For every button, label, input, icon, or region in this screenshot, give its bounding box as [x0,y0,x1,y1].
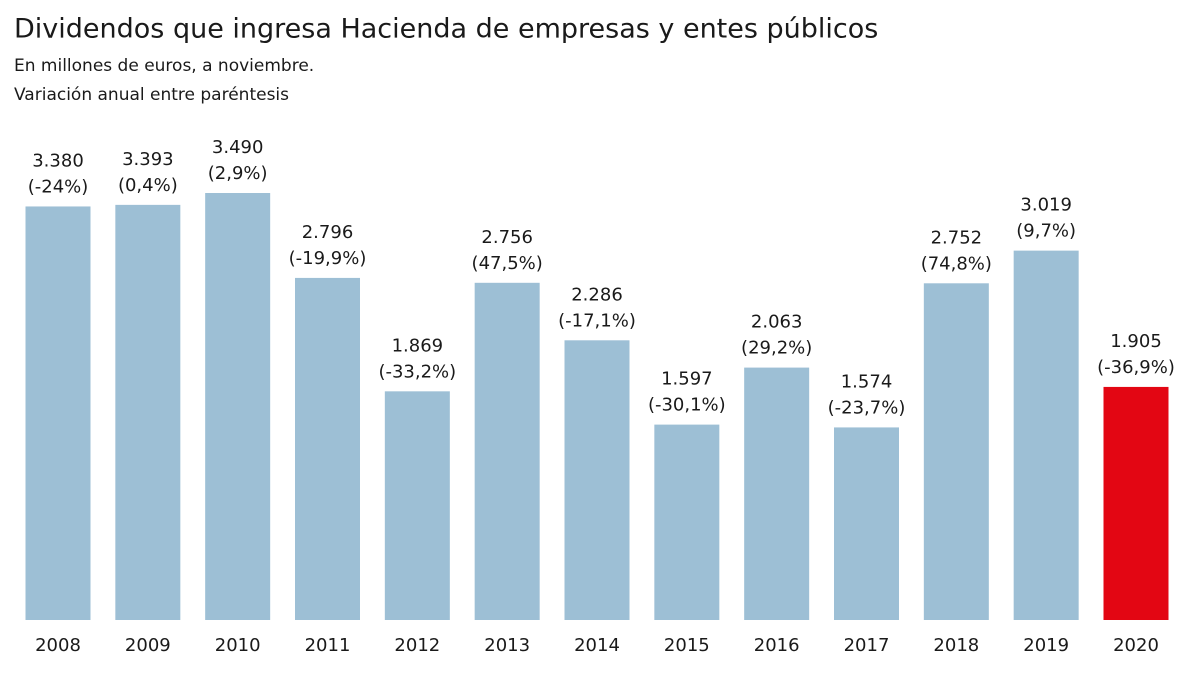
change-label: (74,8%) [921,253,992,274]
bar [654,424,720,620]
bar [744,367,810,620]
x-tick-label: 2015 [664,635,710,656]
value-label: 2.063 [751,312,803,333]
value-label: 1.905 [1110,331,1162,352]
change-label: (-17,1%) [558,310,636,331]
chart-note: Variación anual entre paréntesis [14,85,289,105]
change-label: (29,2%) [741,338,812,359]
bar [25,206,91,621]
x-tick-label: 2012 [394,635,440,656]
value-label: 3.019 [1020,195,1072,216]
x-tick-label: 2017 [844,635,890,656]
x-tick-label: 2010 [215,635,261,656]
change-label: (9,7%) [1016,221,1076,242]
x-tick-label: 2018 [933,635,979,656]
bar [295,277,360,620]
value-label: 2.286 [571,284,623,305]
bar [384,391,450,620]
value-label: 2.796 [302,222,354,243]
bar [834,427,899,620]
bar [1013,250,1079,620]
x-tick-label: 2019 [1023,635,1069,656]
bar [564,340,630,620]
change-label: (-24%) [28,176,89,197]
value-label: 2.752 [931,227,983,248]
x-tick-label: 2014 [574,635,620,656]
chart-title: Dividendos que ingresa Hacienda de empre… [14,14,878,45]
bar [923,283,989,620]
value-label: 3.490 [212,137,264,158]
x-tick-label: 2009 [125,635,171,656]
change-label: (-33,2%) [378,361,456,382]
x-tick-label: 2020 [1113,635,1159,656]
bar [474,282,540,620]
x-tick-label: 2016 [754,635,800,656]
change-label: (-23,7%) [828,397,906,418]
change-label: (-19,9%) [289,248,367,269]
chart-subtitle: En millones de euros, a noviembre. [14,56,314,76]
bar [205,193,271,620]
change-label: (-36,9%) [1097,357,1175,378]
x-tick-label: 2013 [484,635,530,656]
value-label: 1.869 [392,335,444,356]
change-label: (-30,1%) [648,395,726,416]
bar [115,204,181,620]
bar [1103,386,1169,620]
change-label: (2,9%) [208,163,268,184]
value-label: 1.574 [841,371,893,392]
value-label: 2.756 [481,227,533,248]
x-tick-label: 2011 [305,635,351,656]
change-label: (0,4%) [118,175,178,196]
change-label: (47,5%) [472,253,543,274]
value-label: 3.393 [122,149,174,170]
x-tick-label: 2008 [35,635,81,656]
value-label: 1.597 [661,369,713,390]
value-label: 3.380 [32,150,84,171]
